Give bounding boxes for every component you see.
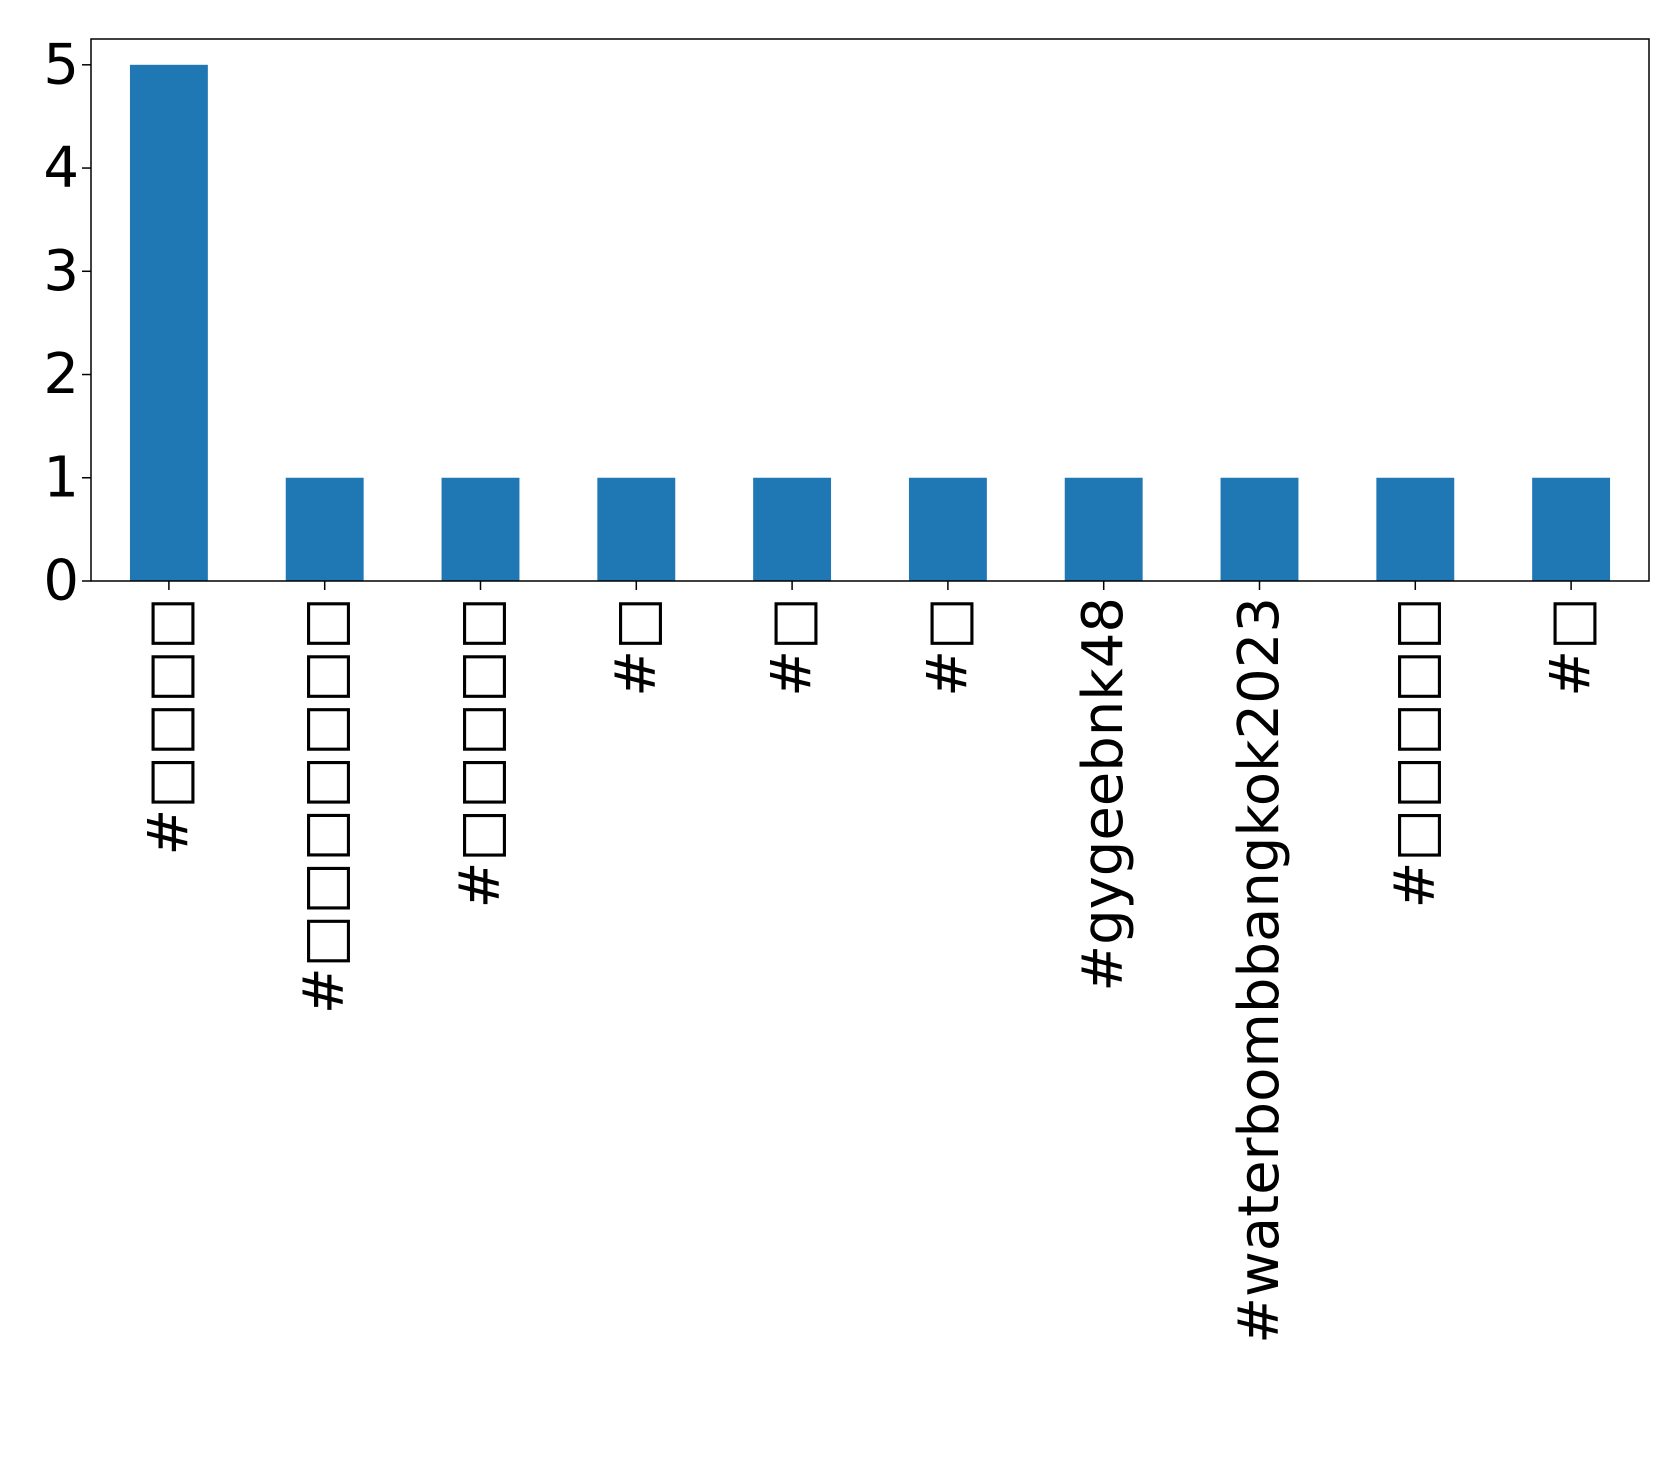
y-tick-label-2: 2: [43, 342, 79, 407]
y-tick-label-5: 5: [43, 32, 79, 97]
bar-9: [1532, 477, 1611, 581]
y-tick-label-0: 0: [43, 549, 79, 614]
bar-2: [441, 477, 520, 581]
plot-frame: [90, 38, 1650, 582]
bar-4: [753, 477, 832, 581]
bar-0: [129, 64, 208, 582]
bar-6: [1064, 477, 1143, 581]
y-tick-label-1: 1: [43, 445, 79, 510]
bar-1: [285, 477, 364, 581]
x-tick-label-5: #□: [915, 597, 980, 697]
x-tick-label-6: #gygeebnk48: [1071, 597, 1136, 992]
x-tick-label-9: #□: [1539, 597, 1604, 697]
x-tick-label-7: #waterbombbangkok2023: [1227, 597, 1292, 1344]
y-axis: 0 1 2 3 4 5: [43, 32, 91, 614]
x-tick-label-4: #□: [760, 597, 825, 697]
y-tick-label-3: 3: [43, 239, 79, 304]
x-tick-label-2: #□□□□□: [448, 597, 513, 908]
bar-5: [908, 477, 987, 581]
y-tick-label-4: 4: [43, 136, 79, 201]
x-tick-label-1: #□□□□□□□: [292, 597, 357, 1014]
bars-group: [129, 64, 1611, 582]
bar-7: [1220, 477, 1299, 581]
x-axis: #□□□□ #□□□□□□□ #□□□□□ #□ #□ #□ #gygeebnk48 #wat…: [136, 581, 1604, 1344]
x-tick-label-3: #□: [604, 597, 669, 697]
bar-3: [597, 477, 676, 581]
x-tick-label-8: #□□□□□: [1383, 597, 1448, 908]
bar-8: [1376, 477, 1455, 581]
x-tick-label-0: #□□□□: [136, 597, 201, 856]
